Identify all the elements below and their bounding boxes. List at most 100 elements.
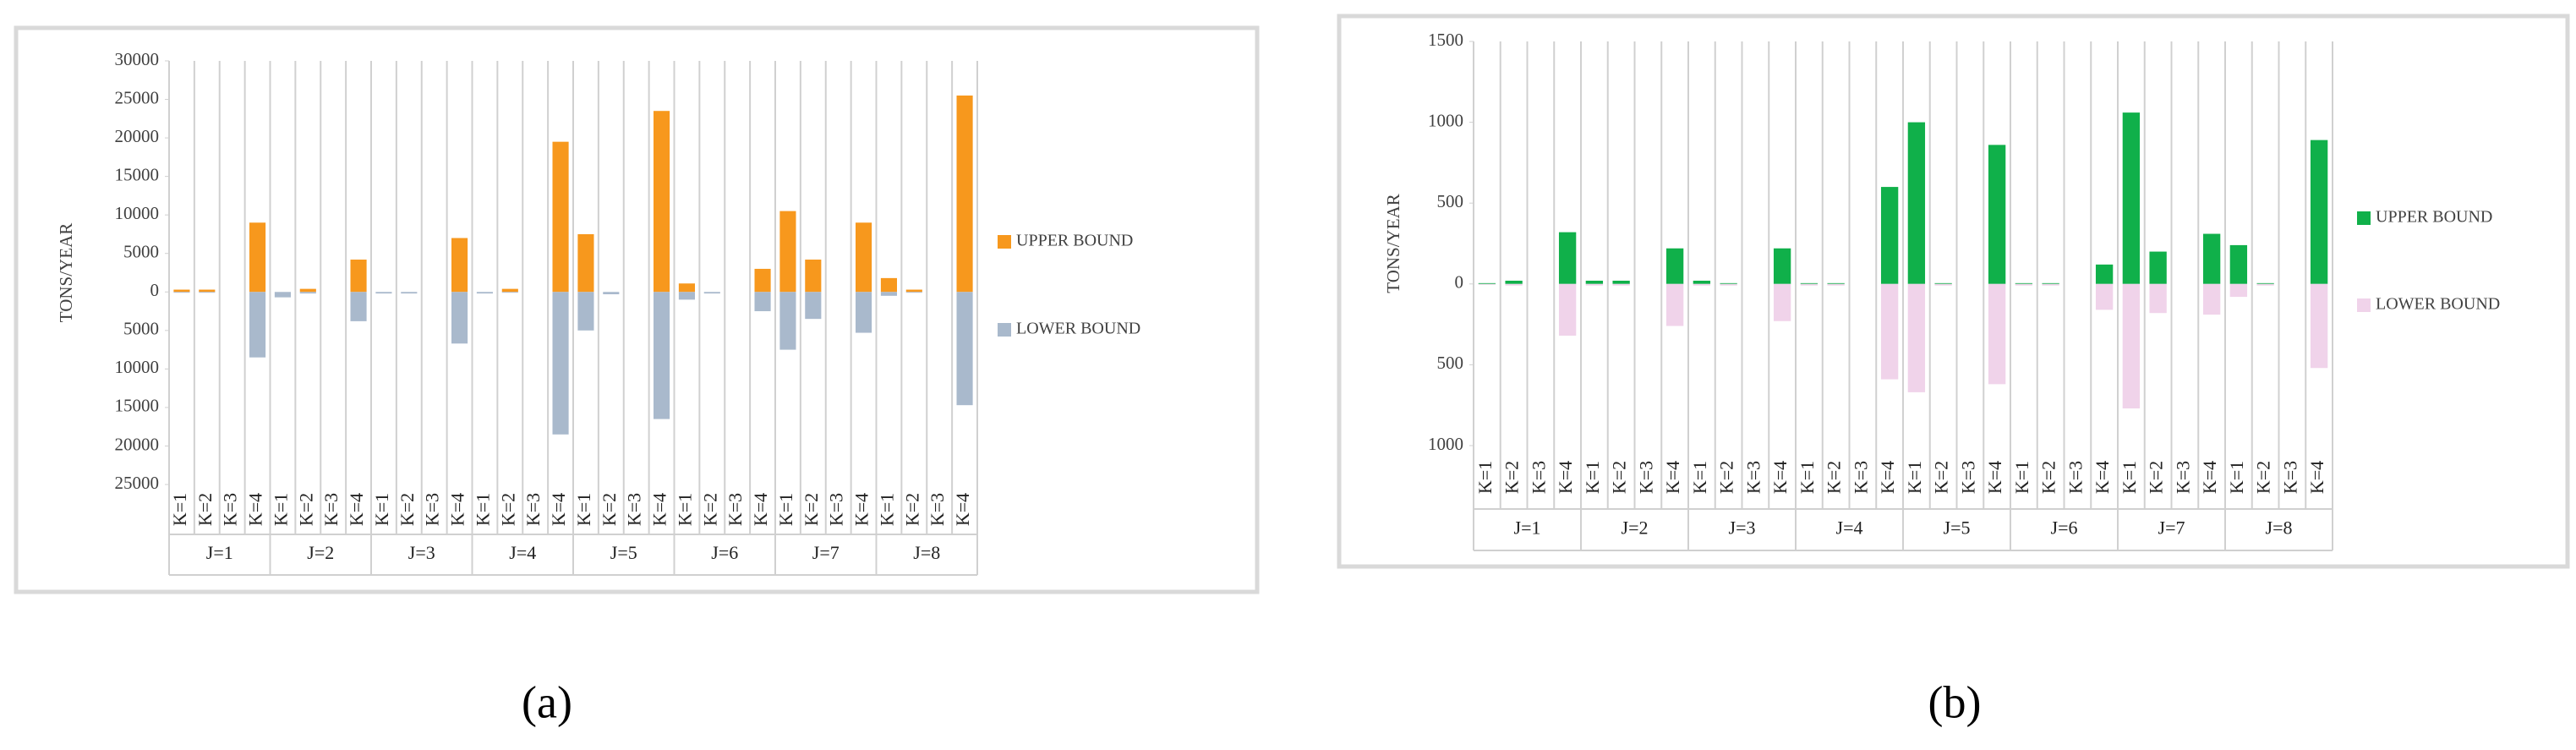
x-tick-label: K=2 bbox=[2253, 461, 2274, 494]
x-tick-label: K=2 bbox=[599, 493, 620, 526]
x-tick-label: K=3 bbox=[2065, 461, 2086, 494]
bar bbox=[956, 95, 973, 293]
bar bbox=[956, 292, 973, 406]
x-tick-label: K=3 bbox=[927, 493, 948, 526]
bar bbox=[1585, 283, 1604, 286]
panel-label: (b) bbox=[1928, 676, 1982, 727]
bar bbox=[1612, 280, 1630, 284]
y-tick-label: 10000 bbox=[115, 357, 160, 377]
legend-swatch bbox=[2357, 211, 2371, 225]
bar bbox=[2015, 282, 2033, 284]
bar bbox=[1988, 283, 2006, 385]
bar bbox=[173, 292, 190, 293]
y-tick-label: 10000 bbox=[115, 203, 160, 223]
x-tick-label: K=4 bbox=[2306, 461, 2327, 494]
x-tick-label: K=3 bbox=[2279, 461, 2300, 494]
x-tick-label: K=1 bbox=[472, 493, 493, 526]
bar bbox=[779, 292, 796, 350]
x-tick-label: K=4 bbox=[649, 493, 670, 526]
x-tick-label: K=2 bbox=[801, 493, 822, 526]
x-tick-label: K=1 bbox=[1904, 461, 1925, 494]
x-tick-label: K=2 bbox=[194, 493, 216, 526]
bar bbox=[2310, 140, 2328, 284]
bar bbox=[1988, 145, 2006, 284]
bar bbox=[249, 222, 266, 293]
bar bbox=[2015, 283, 2033, 286]
x-tick-label: K=4 bbox=[1769, 461, 1791, 494]
group-label: J=2 bbox=[307, 542, 334, 563]
legend-swatch bbox=[998, 235, 1011, 249]
x-tick-label: K=2 bbox=[397, 493, 418, 526]
bar bbox=[678, 283, 695, 293]
x-tick-label: K=1 bbox=[1474, 461, 1496, 494]
x-tick-label: K=3 bbox=[1957, 461, 1978, 494]
y-tick-label: 30000 bbox=[115, 49, 160, 69]
bar bbox=[1693, 280, 1711, 284]
bar bbox=[1558, 283, 1577, 336]
x-tick-label: K=2 bbox=[2038, 461, 2059, 494]
x-tick-label: K=1 bbox=[169, 493, 190, 526]
bar bbox=[905, 292, 922, 293]
x-tick-label: K=3 bbox=[1742, 461, 1764, 494]
bar bbox=[703, 292, 720, 294]
bar bbox=[2202, 283, 2221, 315]
x-tick-label: K=1 bbox=[1689, 461, 1710, 494]
bar bbox=[2256, 282, 2274, 284]
bar bbox=[654, 292, 670, 419]
bar bbox=[1665, 248, 1684, 284]
bar bbox=[754, 292, 771, 312]
bar bbox=[1934, 283, 1952, 286]
bar bbox=[401, 292, 418, 294]
legend-label: UPPER BOUND bbox=[2376, 208, 2492, 227]
x-tick-label: K=3 bbox=[422, 493, 443, 526]
y-tick-label: 500 bbox=[1437, 353, 1464, 373]
y-tick-label: 5000 bbox=[123, 242, 159, 262]
y-tick-label: 0 bbox=[1455, 272, 1464, 293]
y-tick-label: 5000 bbox=[123, 319, 159, 339]
y-axis-label: TONS/YEAR bbox=[56, 223, 76, 322]
group-label: J=4 bbox=[1836, 517, 1863, 539]
bar bbox=[856, 292, 872, 333]
legend-label: LOWER BOUND bbox=[1016, 320, 1140, 338]
x-tick-label: K=2 bbox=[497, 493, 518, 526]
x-tick-label: K=4 bbox=[2199, 461, 2220, 494]
bar bbox=[2122, 112, 2141, 284]
legend-swatch bbox=[2357, 298, 2371, 312]
group-label: J=6 bbox=[711, 542, 738, 563]
x-tick-label: K=2 bbox=[1716, 461, 1737, 494]
bar bbox=[905, 289, 922, 293]
bar bbox=[173, 289, 190, 293]
x-tick-label: K=1 bbox=[371, 493, 392, 526]
x-tick-label: K=3 bbox=[1850, 461, 1871, 494]
x-tick-label: K=3 bbox=[1528, 461, 1549, 494]
x-tick-label: K=4 bbox=[548, 493, 569, 526]
group-label: J=8 bbox=[913, 542, 940, 563]
x-tick-label: K=4 bbox=[447, 493, 468, 526]
bar bbox=[2122, 283, 2141, 409]
group-label: J=3 bbox=[408, 542, 435, 563]
bar bbox=[274, 292, 291, 298]
bar bbox=[754, 268, 771, 293]
x-tick-label: K=1 bbox=[1582, 461, 1603, 494]
x-tick-label: K=2 bbox=[295, 493, 316, 526]
panel-label: (a) bbox=[522, 676, 572, 727]
bar bbox=[2042, 282, 2059, 284]
x-tick-label: K=4 bbox=[1984, 461, 2005, 494]
x-tick-label: K=3 bbox=[2172, 461, 2193, 494]
x-tick-label: K=4 bbox=[1555, 461, 1576, 494]
bar bbox=[1800, 283, 1819, 286]
y-tick-label: 15000 bbox=[115, 396, 160, 416]
bar bbox=[1880, 187, 1899, 284]
x-tick-label: K=4 bbox=[750, 493, 771, 526]
bar bbox=[2202, 233, 2221, 284]
bar bbox=[654, 111, 670, 293]
bar bbox=[199, 289, 216, 293]
y-axis-label: TONS/YEAR bbox=[1383, 194, 1403, 293]
bar bbox=[501, 292, 518, 293]
y-tick-label: 15000 bbox=[115, 164, 160, 184]
y-tick-label: 1000 bbox=[1428, 110, 1463, 130]
group-label: J=2 bbox=[1622, 517, 1649, 539]
bar bbox=[476, 292, 493, 294]
x-tick-label: K=1 bbox=[270, 493, 291, 526]
bar bbox=[1505, 280, 1523, 284]
